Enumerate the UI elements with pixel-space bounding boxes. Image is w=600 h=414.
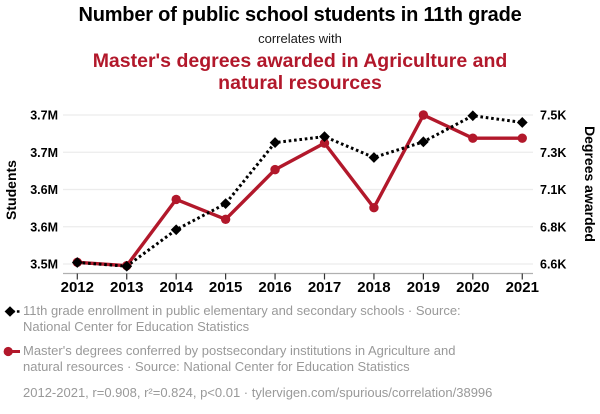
data-point-degrees bbox=[517, 133, 527, 143]
legend-text-enrollment: 11th grade enrollment in public elementa… bbox=[23, 303, 461, 334]
correlates-with-label: correlates with bbox=[258, 31, 342, 46]
legend-item-degrees: Master's degrees conferred by postsecond… bbox=[2, 343, 588, 374]
y-tick-label-left: 3.5M bbox=[30, 258, 58, 272]
data-point-enrollment bbox=[220, 198, 232, 210]
stats-footer: 2012-2021, r=0.908, r²=0.824, p<0.01 · t… bbox=[23, 385, 493, 400]
x-tick-label: 2014 bbox=[159, 279, 193, 296]
data-point-enrollment bbox=[269, 137, 281, 148]
y-tick-label-left: 3.6M bbox=[30, 183, 58, 197]
right-axis-title: Degrees awarded bbox=[582, 126, 598, 242]
data-point-degrees bbox=[468, 133, 478, 143]
data-point-degrees bbox=[270, 164, 280, 175]
data-point-enrollment bbox=[467, 110, 479, 122]
legend-item-enrollment: 11th grade enrollment in public elementa… bbox=[2, 303, 588, 334]
y-tick-label-left: 3.7M bbox=[30, 146, 58, 160]
x-tick-label: 2012 bbox=[61, 279, 94, 296]
y-tick-label-right: 6.6K bbox=[540, 258, 566, 272]
line-chart: 3.5M 6.6K 3.6M 6.8K 3.6M 7.1K 3.7M 7.3K 3.7M 7.5K… bbox=[3, 109, 598, 297]
x-tick-label: 2013 bbox=[110, 279, 143, 296]
y-tick-label-right: 7.5K bbox=[540, 109, 566, 123]
black-diamond-dashed-line-icon bbox=[4, 306, 20, 317]
data-point-enrollment bbox=[417, 136, 429, 148]
x-tick-label: 2021 bbox=[506, 279, 539, 296]
data-point-enrollment bbox=[516, 117, 528, 128]
y-tick-label-right: 7.3K bbox=[540, 146, 566, 160]
chart-header: Number of public school students in 11th… bbox=[0, 0, 600, 94]
y-tick-label-left: 3.6M bbox=[30, 220, 58, 234]
series-line-enrollment bbox=[77, 114, 523, 268]
x-tick-label: 2018 bbox=[357, 279, 390, 296]
data-point-degrees bbox=[171, 194, 181, 205]
x-tick-label: 2020 bbox=[456, 279, 489, 296]
data-point-enrollment bbox=[319, 131, 330, 143]
chart-legend: 11th grade enrollment in public elementa… bbox=[2, 303, 588, 401]
x-tick-label: 2019 bbox=[407, 279, 440, 296]
x-tick-label: 2017 bbox=[308, 279, 341, 296]
y-tick-label-left: 3.7M bbox=[30, 109, 58, 123]
series-line-degrees bbox=[77, 113, 523, 268]
page-subtitle: Master's degrees awarded in Agriculture … bbox=[92, 50, 508, 94]
data-point-enrollment bbox=[121, 260, 133, 272]
data-point-degrees bbox=[220, 214, 231, 224]
data-point-degrees bbox=[369, 203, 379, 213]
red-circle-solid-line-icon bbox=[3, 346, 20, 357]
x-tick-label: 2015 bbox=[209, 279, 242, 296]
page-title: Number of public school students in 11th… bbox=[78, 4, 522, 26]
data-point-degrees bbox=[418, 110, 429, 120]
data-point-enrollment bbox=[71, 257, 83, 268]
y-tick-label-right: 7.1K bbox=[540, 183, 566, 197]
x-tick-label: 2016 bbox=[258, 279, 291, 296]
legend-text-degrees: Master's degrees conferred by postsecond… bbox=[23, 343, 456, 374]
data-point-degrees bbox=[319, 138, 330, 148]
left-axis-title: Students bbox=[3, 160, 19, 220]
data-point-enrollment bbox=[368, 152, 380, 163]
y-tick-label-right: 6.8K bbox=[540, 220, 566, 234]
data-point-enrollment bbox=[170, 224, 182, 236]
